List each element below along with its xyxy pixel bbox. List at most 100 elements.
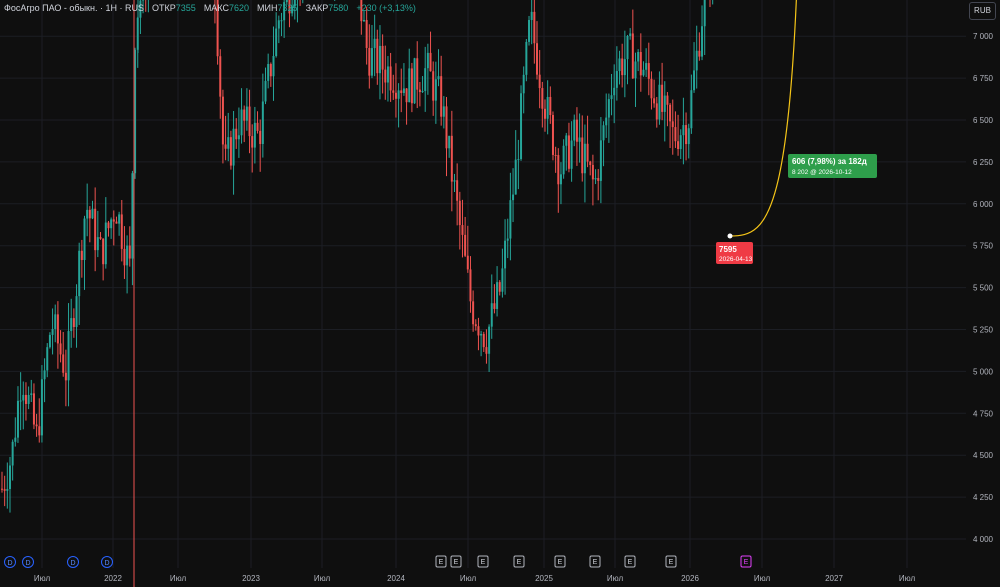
candle-body	[501, 268, 504, 292]
symbol-title[interactable]: ФосАгро ПАО - обыкн. · 1Н · RUS	[4, 3, 144, 13]
x-tick-label: 2024	[387, 574, 405, 583]
candle-body	[72, 318, 75, 328]
earnings-marker[interactable]	[665, 555, 677, 568]
candle-body	[623, 59, 626, 76]
earnings-marker-label: E	[669, 559, 674, 566]
earnings-marker-label: E	[454, 559, 459, 566]
candle-body	[693, 70, 696, 91]
candle-body	[538, 74, 541, 89]
earnings-marker[interactable]	[624, 555, 636, 568]
candle-body	[634, 61, 637, 79]
candle-body	[91, 208, 94, 219]
candle-body	[703, 0, 706, 27]
candle-body	[416, 58, 419, 90]
candle-body	[362, 19, 365, 22]
candle-body	[237, 135, 240, 140]
candle-body	[666, 95, 669, 105]
x-tick-label: Июл	[899, 574, 916, 583]
x-tick-label: 2026	[681, 574, 699, 583]
candle-body	[621, 58, 624, 76]
candle-body	[645, 63, 648, 70]
candle-body	[650, 78, 653, 99]
candle-body	[277, 20, 280, 29]
candle-body	[493, 303, 496, 309]
candle-body	[14, 437, 17, 442]
forecast-start-point[interactable]	[727, 233, 733, 239]
dividend-marker[interactable]	[67, 556, 79, 568]
candle-body	[690, 90, 693, 129]
candle-body	[251, 136, 254, 148]
low-label: МИН	[257, 3, 278, 13]
candle-body	[293, 0, 296, 7]
forecast-subtext: 8 202 @ 2026-10-12	[792, 169, 852, 176]
high-value: 7620	[228, 3, 249, 13]
dividend-marker[interactable]	[4, 556, 16, 568]
candle-body	[283, 2, 286, 21]
candle-body	[19, 400, 22, 402]
candle-body	[267, 64, 270, 81]
candle-body	[450, 135, 453, 182]
candle-body	[442, 106, 445, 117]
candle-body	[126, 245, 129, 266]
candle-body	[413, 58, 416, 104]
candle-body	[139, 0, 142, 18]
y-tick-label: 5 750	[973, 242, 994, 251]
candle-body	[458, 200, 461, 226]
price-tag-date: 2026-04-13	[719, 256, 753, 263]
currency-button[interactable]: RUB	[969, 2, 996, 20]
candle-body	[669, 104, 672, 122]
candle-body	[269, 64, 272, 77]
candle-body	[11, 441, 14, 466]
candle-body	[115, 221, 118, 224]
low-value: 7325	[277, 3, 298, 13]
candle-body	[554, 154, 557, 156]
change-value: +230 (+3,13%)	[356, 3, 416, 13]
candle-body	[482, 333, 485, 348]
candle-body	[597, 178, 600, 181]
candle-body	[586, 143, 589, 162]
candle-body	[485, 347, 488, 354]
dividend-marker[interactable]	[101, 556, 113, 568]
earnings-marker[interactable]	[589, 555, 601, 568]
candle-body	[536, 43, 539, 75]
y-tick-label: 5 250	[973, 326, 994, 335]
dividend-marker-label: D	[70, 560, 75, 567]
candle-body	[655, 103, 658, 120]
future-earnings-marker[interactable]	[740, 555, 752, 568]
y-tick-label: 6 750	[973, 74, 994, 83]
candle-body	[70, 318, 73, 332]
candle-body	[392, 90, 395, 93]
candle-body	[543, 108, 546, 119]
high-label: МАКС	[203, 3, 229, 13]
earnings-marker[interactable]	[513, 555, 525, 568]
candle-body	[405, 88, 408, 103]
candle-body	[248, 106, 251, 137]
candle-body	[562, 145, 565, 175]
future-earnings-marker-label: E	[744, 559, 749, 566]
candle-body	[78, 250, 81, 297]
earnings-marker[interactable]	[554, 555, 566, 568]
earnings-marker[interactable]	[450, 555, 462, 568]
candle-body	[533, 11, 536, 44]
candle-body	[229, 137, 232, 166]
earnings-marker[interactable]	[477, 555, 489, 568]
candle-body	[368, 47, 371, 76]
x-tick-label: Июл	[460, 574, 477, 583]
dividend-marker[interactable]	[22, 556, 34, 568]
candle-body	[653, 98, 656, 104]
candle-body	[400, 90, 403, 94]
candle-body	[245, 106, 248, 121]
candle-body	[677, 141, 680, 150]
forecast-curve	[729, 0, 797, 237]
candle-body	[567, 135, 570, 169]
price-tag-box	[716, 242, 753, 264]
x-tick-label: Июл	[754, 574, 771, 583]
candle-body	[469, 269, 472, 302]
candle-body	[56, 314, 59, 344]
candle-body	[40, 379, 43, 436]
candle-body	[216, 0, 219, 57]
earnings-marker[interactable]	[435, 555, 447, 568]
candle-body	[112, 219, 115, 222]
y-tick-label: 7 000	[973, 32, 994, 41]
